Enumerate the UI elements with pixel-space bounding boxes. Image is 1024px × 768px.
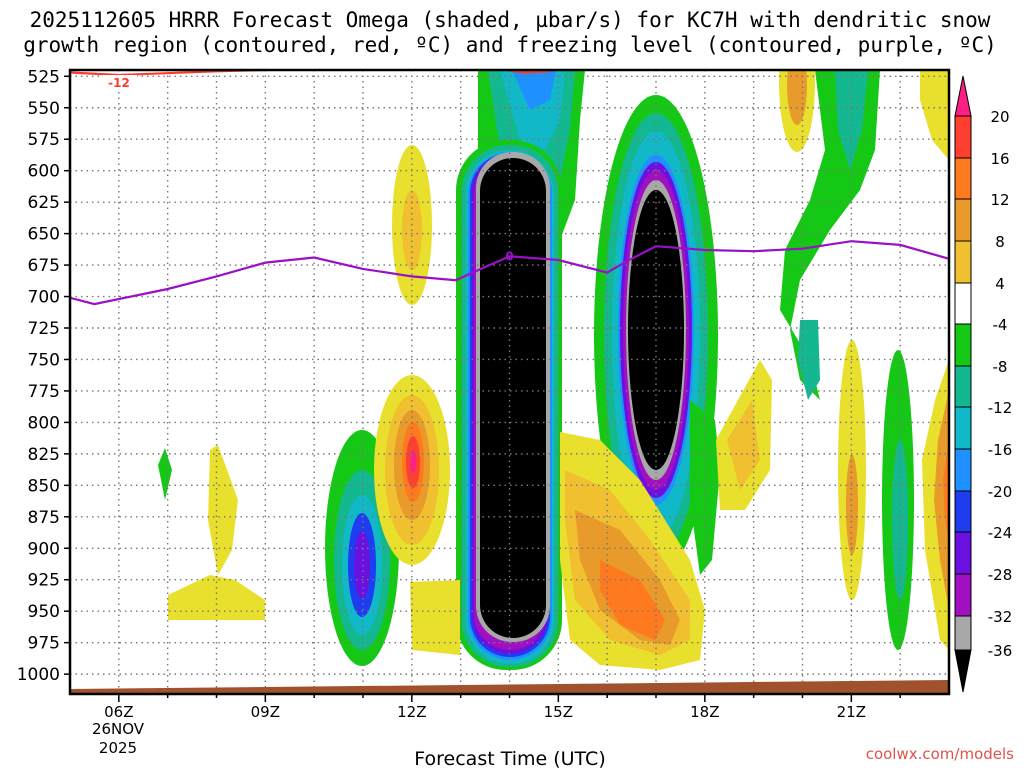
omega-contour <box>208 445 238 575</box>
colorbar-label: -12 <box>988 399 1013 417</box>
y-axis: 525 550 575 600 625 650 675 700 725 750 775 800 825 8… <box>17 67 70 685</box>
colorbar-label: -4 <box>993 316 1008 334</box>
chart-title-line2: growth region (contoured, red, ºC) and f… <box>23 33 997 57</box>
colorbar-swatch <box>954 448 972 492</box>
x-first-tick-year: 2025 <box>99 739 137 757</box>
y-tick-label: 525 <box>28 67 60 87</box>
y-tick-label: 675 <box>28 256 60 276</box>
omega-contour <box>158 448 172 500</box>
y-tick-label: 600 <box>28 162 60 182</box>
y-tick-label: 850 <box>28 476 60 496</box>
omega-contour <box>410 450 416 474</box>
omega-contour <box>727 400 760 490</box>
colorbar-label: 16 <box>990 150 1009 168</box>
colorbar-swatch <box>954 490 972 533</box>
credit-text: coolwx.com/models <box>866 745 1014 763</box>
terrain-surface <box>70 680 949 694</box>
omega-contour <box>354 531 370 599</box>
y-tick-label: 775 <box>28 382 60 402</box>
colorbar-label: -8 <box>993 358 1008 376</box>
x-tick-label: 18Z <box>690 703 719 721</box>
omega-contour <box>690 400 720 575</box>
colorbar-swatch <box>954 365 972 408</box>
omega-contour <box>600 560 665 640</box>
colorbar-swatch <box>954 531 972 575</box>
colorbar-label: 12 <box>990 191 1009 209</box>
colorbar-label: 4 <box>995 275 1005 293</box>
x-tick-label: 12Z <box>397 703 426 721</box>
colorbar-swatch <box>954 615 972 651</box>
y-tick-label: 725 <box>28 319 60 339</box>
y-tick-label: 1000 <box>17 665 60 685</box>
dgz-line-2 <box>495 70 556 74</box>
omega-contour <box>512 70 556 110</box>
y-tick-label: 875 <box>28 508 60 528</box>
colorbar-swatch <box>954 323 972 367</box>
y-tick-label: 825 <box>28 445 60 465</box>
colorbar-swatch <box>954 406 972 450</box>
colorbar-arrow-top <box>954 75 972 117</box>
omega-contour <box>892 440 908 600</box>
colorbar: 20 16 12 8 4 -4 -8 -12 -16 -20 -24 -28 -32 -36 <box>954 75 1013 693</box>
y-tick-label: 950 <box>28 602 60 622</box>
dgz-line <box>70 70 277 77</box>
y-tick-label: 750 <box>28 350 60 370</box>
omega-contour <box>787 70 807 125</box>
dgz-label: -12 <box>108 76 130 90</box>
colorbar-label: -16 <box>988 441 1013 459</box>
x-axis-label: Forecast Time (UTC) <box>414 748 605 768</box>
x-tick-label: 15Z <box>544 703 573 721</box>
x-tick-label: 21Z <box>837 703 866 721</box>
colorbar-swatch <box>954 282 972 325</box>
colorbar-swatch <box>954 115 972 159</box>
colorbar-label: 8 <box>995 233 1005 251</box>
y-tick-label: 925 <box>28 571 60 591</box>
colorbar-swatch <box>954 573 972 617</box>
y-tick-label: 975 <box>28 634 60 654</box>
colorbar-arrow-bottom <box>954 649 972 693</box>
contour-lines: 0 -12 <box>70 70 949 306</box>
grid-lines <box>70 70 949 693</box>
x-tick-label: 09Z <box>251 703 280 721</box>
y-tick-label: 900 <box>28 539 60 559</box>
y-tick-label: 800 <box>28 413 60 433</box>
colorbar-label: -20 <box>988 483 1013 501</box>
colorbar-label: -32 <box>988 608 1013 626</box>
chart-title-line1: 2025112605 HRRR Forecast Omega (shaded, … <box>30 8 991 32</box>
y-tick-label: 625 <box>28 193 60 213</box>
y-tick-label: 575 <box>28 130 60 150</box>
colorbar-swatch <box>954 198 972 242</box>
colorbar-swatch <box>954 240 972 284</box>
omega-contour <box>168 575 265 620</box>
freezing-level-label: 0 <box>505 249 513 263</box>
x-first-tick-date: 26NOV <box>92 720 145 738</box>
omega-contour <box>410 580 460 655</box>
upward-core-14z <box>480 158 546 638</box>
y-tick-label: 550 <box>28 99 60 119</box>
colorbar-label: -24 <box>988 524 1013 542</box>
colorbar-label: -36 <box>988 642 1013 660</box>
omega-contour <box>798 320 820 400</box>
y-tick-label: 650 <box>28 225 60 245</box>
x-tick-label: 06Z <box>104 703 133 721</box>
omega-contour <box>920 70 949 160</box>
freezing-level-line <box>70 240 949 306</box>
omega-contour <box>934 390 949 610</box>
dgz-label-bg <box>101 75 137 89</box>
colorbar-label: -28 <box>988 566 1013 584</box>
y-tick-label: 700 <box>28 288 60 308</box>
omega-contour <box>943 440 949 540</box>
x-axis: 06Z 09Z 12Z 15Z 18Z 21Z <box>104 693 901 721</box>
colorbar-swatch <box>954 157 972 200</box>
colorbar-label: 20 <box>990 108 1009 126</box>
